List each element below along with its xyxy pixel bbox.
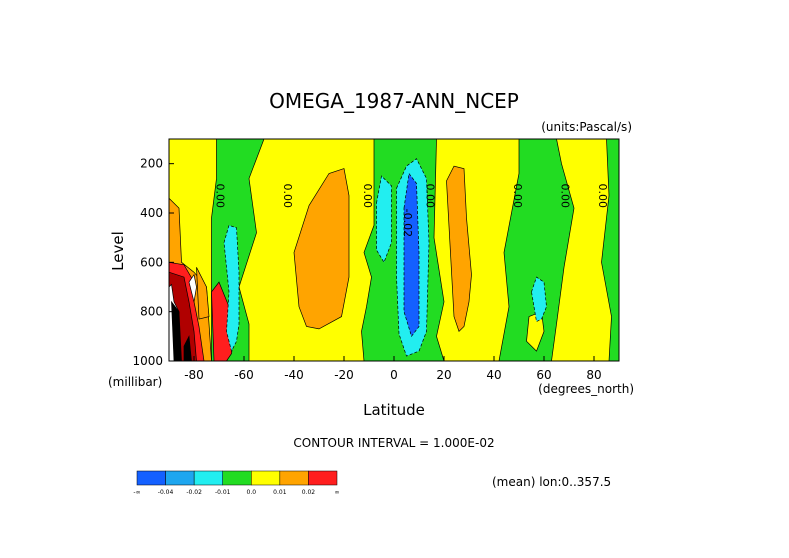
y-axis-ticks: 200 400 600 800 1000 (132, 157, 174, 368)
contour-region-blue-17 (403, 172, 420, 338)
y-axis-label: Level (109, 231, 127, 271)
contour-label-7: 0.00 (596, 183, 609, 208)
colorbar-swatch-6 (308, 470, 338, 486)
x-unit-label: (degrees_north) (538, 382, 634, 396)
y-tick-label-1: 400 (140, 206, 163, 220)
colorbar-swatch-5 (279, 470, 309, 486)
y-tick-label-4: 1000 (132, 354, 163, 368)
x-tick-label-7: 60 (536, 368, 551, 382)
colorbar: -∞ -0.04 -0.02 -0.01 0.0 0.01 0.02 ∞ (133, 470, 340, 496)
contour-region-cyan-16 (531, 276, 547, 323)
colorbar-swatch-2 (193, 470, 223, 486)
x-tick-label-0: -80 (184, 368, 204, 382)
contour-region-cyan-13 (223, 224, 240, 353)
x-tick-label-5: 20 (436, 368, 451, 382)
mean-lon-annotation: (mean) lon:0..357.5 (492, 475, 611, 489)
x-axis-ticks: -80 -60 -40 -20 0 20 40 60 80 (184, 356, 602, 382)
contour-fill-regions (168, 138, 620, 362)
colorbar-swatch-0 (136, 470, 166, 486)
chart-title: OMEGA_1987-ANN_NCEP (269, 89, 519, 113)
contour-label-5: 0.00 (511, 183, 524, 208)
colorbar-label-5: 0.01 (273, 489, 287, 496)
x-tick-label-8: 80 (586, 368, 601, 382)
contour-label-3: 0.00 (424, 183, 437, 208)
colorbar-label-7: ∞ (335, 489, 340, 496)
colorbar-label-3: -0.01 (215, 489, 231, 496)
colorbar-swatch-4 (251, 470, 281, 486)
contour-label-0: 0.00 (214, 183, 227, 208)
y-tick-label-2: 600 (140, 255, 163, 269)
contour-label-6: 0.00 (559, 183, 572, 208)
x-tick-label-2: -40 (284, 368, 304, 382)
x-tick-label-3: -20 (334, 368, 354, 382)
y-tick-label-3: 800 (140, 305, 163, 319)
colorbar-label-6: 0.02 (302, 489, 316, 496)
contour-label-1: 0.00 (281, 183, 294, 208)
colorbar-swatch-1 (165, 470, 195, 486)
contour-labels: 0.00 0.00 0.00 0.00 -0.02 0.00 0.00 0.00 (214, 183, 610, 237)
contour-interval-text: CONTOUR INTERVAL = 1.000E-02 (293, 436, 494, 450)
contour-region-cyan-14 (376, 175, 392, 264)
y-unit-label: (millibar) (108, 375, 162, 389)
contour-region-orange-7 (293, 168, 350, 330)
colorbar-label-1: -0.04 (158, 489, 174, 496)
colorbar-label-2: -0.02 (186, 489, 202, 496)
x-tick-label-1: -60 (234, 368, 254, 382)
y-tick-label-0: 200 (140, 157, 163, 171)
contour-region-white-21 (188, 273, 197, 302)
colorbar-label-4: 0.0 (247, 489, 257, 496)
x-tick-label-6: 40 (486, 368, 501, 382)
colorbar-swatch-3 (222, 470, 252, 486)
units-label: (units:Pascal/s) (541, 120, 632, 134)
x-axis-label: Latitude (363, 401, 425, 419)
contour-region-orange-9 (196, 267, 210, 320)
contour-region-orange-8 (446, 165, 472, 333)
contour-label-4: -0.02 (401, 209, 414, 237)
x-tick-label-4: 0 (390, 368, 398, 382)
plot-area: 0.00 0.00 0.00 0.00 -0.02 0.00 0.00 0.00 (168, 138, 620, 362)
colorbar-label-0: -∞ (133, 489, 140, 496)
contour-label-2: 0.00 (361, 183, 374, 208)
